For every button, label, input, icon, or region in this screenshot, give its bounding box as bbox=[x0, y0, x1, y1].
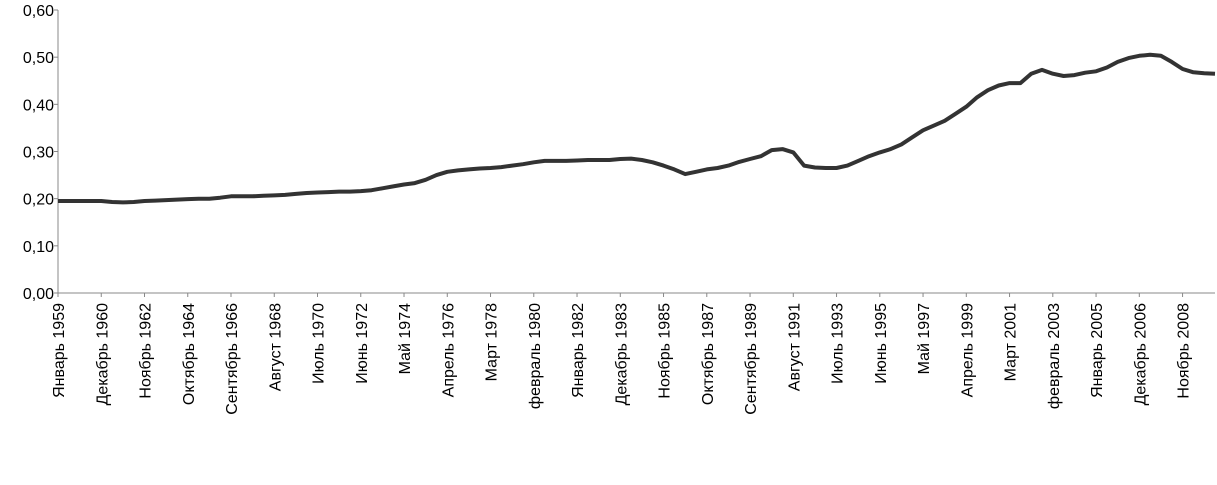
x-tick-label: Декабрь 1983 bbox=[613, 303, 630, 406]
x-tick-label: Август 1968 bbox=[267, 303, 284, 391]
x-tick-label: Июль 1993 bbox=[830, 303, 847, 384]
x-tick-label: Октябрь 1987 bbox=[700, 303, 717, 405]
x-tick-label: Сентябрь 1989 bbox=[743, 303, 760, 415]
x-tick-label: Декабрь 2006 bbox=[1132, 303, 1149, 406]
x-tick-label: Январь 2005 bbox=[1089, 303, 1106, 398]
x-tick-label: Март 2001 bbox=[1003, 303, 1020, 381]
y-tick-label: 0,00 bbox=[23, 286, 54, 303]
series-line bbox=[58, 52, 1216, 205]
x-tick-label: Июнь 1972 bbox=[354, 303, 371, 384]
x-tick-label: Март 1978 bbox=[484, 303, 501, 381]
x-tick-label: Январь 1982 bbox=[570, 303, 587, 398]
x-tick-label: Август 1991 bbox=[786, 303, 803, 391]
y-tick-label: 0,50 bbox=[23, 50, 54, 67]
y-tick-label: 0,20 bbox=[23, 192, 54, 209]
x-tick-label: Июль 1970 bbox=[311, 303, 328, 384]
x-tick-label: Июнь 1995 bbox=[873, 303, 890, 384]
x-tick-label: Ноябрь 1962 bbox=[138, 303, 155, 399]
y-tick-label: 0,40 bbox=[23, 97, 54, 114]
x-tick-label: февраль 1980 bbox=[527, 303, 544, 409]
x-tick-label: февраль 2003 bbox=[1046, 303, 1063, 409]
x-tick-label: Ноябрь 1985 bbox=[657, 303, 674, 399]
x-tick-label: Сентябрь 1966 bbox=[224, 303, 241, 415]
x-tick-label: Апрель 1999 bbox=[959, 303, 976, 397]
x-tick-label: Январь 1959 bbox=[51, 303, 68, 398]
y-tick-label: 0,10 bbox=[23, 239, 54, 256]
x-tick-label: Май 1974 bbox=[397, 303, 414, 374]
y-tick-label: 0,60 bbox=[23, 3, 54, 20]
x-tick-label: Май 1997 bbox=[916, 303, 933, 374]
x-tick-label: Декабрь 1960 bbox=[94, 303, 111, 406]
x-tick-label: Октябрь 1964 bbox=[181, 303, 198, 405]
x-tick-label: Апрель 1976 bbox=[440, 303, 457, 397]
x-tick-label: Ноябрь 2008 bbox=[1176, 303, 1193, 399]
y-tick-label: 0,30 bbox=[23, 145, 54, 162]
